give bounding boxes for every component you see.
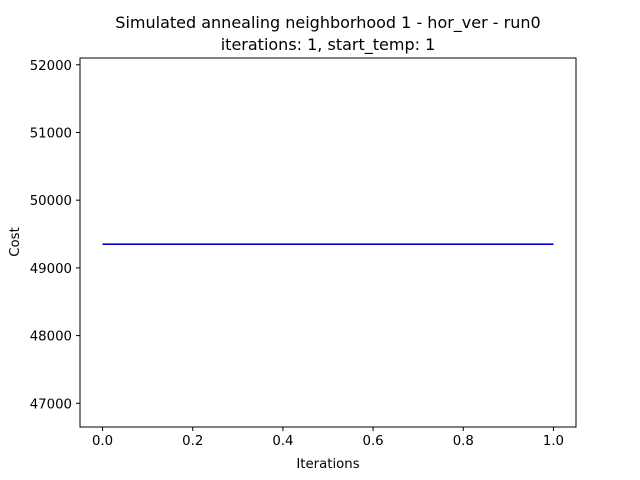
y-tick-label: 49000 (30, 262, 72, 277)
x-tick-label: 0.2 (182, 434, 203, 449)
y-tick-label: 52000 (30, 59, 72, 74)
x-tick-label: 0.0 (92, 434, 113, 449)
y-tick-label: 50000 (30, 194, 72, 209)
y-tick-label: 51000 (30, 126, 72, 141)
plot-area (79, 57, 577, 428)
y-axis-ticks: 47000 48000 49000 50000 51000 52000 (30, 59, 80, 412)
plot-background (80, 58, 576, 427)
chart-title-line1: Simulated annealing neighborhood 1 - hor… (115, 13, 540, 33)
x-axis-ticks: 0.0 0.2 0.4 0.6 0.8 1.0 (92, 427, 564, 449)
chart-title-line2: iterations: 1, start_temp: 1 (221, 35, 436, 55)
x-axis-label: Iterations (296, 457, 359, 472)
x-tick-label: 0.8 (453, 434, 474, 449)
axes-frame (79, 57, 577, 428)
y-tick-label: 47000 (30, 397, 72, 412)
y-tick-label: 48000 (30, 330, 72, 345)
x-tick-label: 1.0 (543, 434, 564, 449)
y-axis-label: Cost (8, 227, 23, 257)
x-tick-label: 0.6 (363, 434, 384, 449)
x-tick-label: 0.4 (272, 434, 293, 449)
